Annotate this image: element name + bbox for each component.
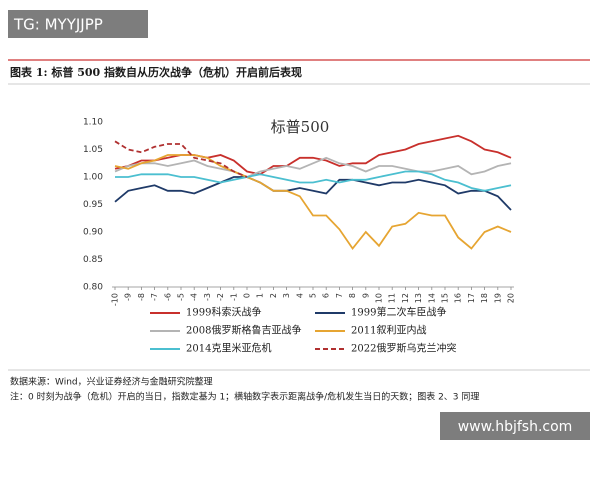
series-line [115,170,512,192]
x-tick-label: 2 [269,293,278,298]
x-tick-label: 19 [493,293,502,303]
legend-label: 1999第二次车臣战争 [351,306,446,319]
x-tick-label: 11 [388,293,397,303]
x-tick-label: 8 [348,293,357,298]
y-tick-label: 1.00 [83,173,103,183]
series-line [114,154,512,251]
series-line [114,156,512,178]
legend-label: 1999科索沃战争 [186,306,261,319]
x-tick-label: -3 [203,293,212,301]
x-tick-label: 6 [322,293,331,298]
x-tick-label: 4 [295,293,304,298]
x-tick-label: 10 [375,293,384,303]
legend-label: 2008俄罗斯格鲁吉亚战争 [186,324,301,337]
x-tick-label: 15 [441,293,450,303]
x-tick-label: 18 [480,293,489,303]
x-tick-label: 12 [401,293,410,303]
x-tick-label: -2 [216,293,225,301]
series-line [114,176,512,211]
x-tick-label: -9 [124,293,133,301]
x-tick-label: -8 [137,293,146,301]
x-tick-label: 3 [282,293,291,298]
y-tick-label: 0.85 [83,255,103,265]
legend-label: 2011叙利亚内战 [351,324,426,337]
x-tick-label: -5 [177,293,186,301]
x-tick-label: -1 [229,293,238,301]
x-tick-label: -10 [111,293,120,306]
y-tick-label: 1.05 [83,145,103,155]
x-tick-label: 16 [454,293,463,303]
source: 数据来源：Wind，兴业证券经济与金融研究院整理 [10,376,213,388]
watermark-box [8,10,148,38]
chart-title: 标普500 [271,118,330,136]
x-tick-label: 14 [427,293,436,303]
x-tick-label: 5 [309,293,318,298]
watermark: TG: MYYJJPP [13,16,103,34]
site: www.hbjfsh.com [458,419,573,435]
legend-label: 2014克里米亚危机 [186,342,271,355]
y-tick-label: 0.90 [83,228,103,238]
x-tick-label: 20 [507,293,516,303]
x-tick-label: -6 [163,293,172,301]
x-tick-label: -4 [190,293,199,301]
x-tick-label: -7 [150,293,159,301]
series-line [114,140,248,178]
x-tick-label: 0 [243,293,252,298]
y-tick-label: 0.80 [83,283,103,293]
note: 注：0 时刻为战争（危机）开启的当日，指数定基为 1；横轴数字表示距离战争/危机… [10,391,479,403]
x-tick-label: 17 [467,293,476,303]
x-tick-label: 13 [414,293,423,303]
figure-title: 图表 1: 标普 500 指数自从历次战争（危机）开启前后表现 [10,65,302,79]
site-box [440,412,590,440]
x-tick-label: 7 [335,293,344,298]
y-tick-label: 0.95 [83,200,103,210]
x-tick-label: 9 [361,293,370,298]
x-tick-label: 1 [256,293,265,298]
legend-label: 2022俄罗斯乌克兰冲突 [351,342,456,355]
y-tick-label: 1.10 [83,118,103,128]
